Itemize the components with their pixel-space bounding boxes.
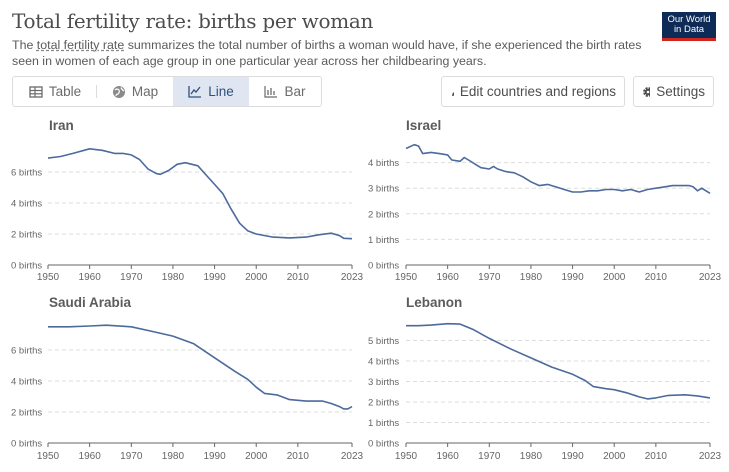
x-tick-label: 1970: [120, 451, 143, 462]
subtitle-prefix: The: [12, 38, 37, 52]
x-tick-label: 1990: [561, 272, 584, 283]
x-tick-label: 1950: [37, 451, 60, 462]
x-tick-label: 1960: [437, 272, 460, 283]
chart-panel-saudi-arabia: Saudi Arabia 0 births 2 births 4 births 6 bi…: [11, 295, 364, 462]
bar-chart-icon: [264, 86, 278, 98]
y-tick-label: 0 births: [11, 261, 42, 272]
y-tick-label: 0 births: [11, 439, 42, 450]
x-tick-label: 2010: [645, 451, 668, 462]
chart-panel-lebanon: Lebanon 0 births 1 births 2 births 3 births 4…: [368, 295, 722, 462]
x-tick-label: 1960: [437, 451, 460, 462]
tab-bar-label: Bar: [284, 84, 306, 99]
chart-title-label: Saudi Arabia: [49, 295, 132, 310]
y-tick-label: 1 births: [368, 235, 399, 246]
series-line: [405, 143, 711, 194]
y-tick-label: 2 births: [11, 408, 42, 419]
chart-panel-iran: Iran 0 births 2 births 4 births 6 births 1950…: [11, 118, 364, 283]
definition-link[interactable]: total fertility rate: [36, 38, 125, 52]
settings-button[interactable]: Settings: [633, 76, 714, 107]
x-tick-label: 2000: [603, 272, 626, 283]
y-tick-label: 6 births: [11, 168, 42, 179]
x-tick-label: 2023: [699, 451, 722, 462]
y-tick-label: 2 births: [368, 209, 399, 220]
edit-countries-button[interactable]: Edit countries and regions: [441, 76, 625, 107]
x-tick-label: 1950: [37, 272, 60, 283]
tab-bar[interactable]: Bar: [249, 77, 321, 106]
x-tick-label: 1980: [520, 272, 543, 283]
table-icon: [29, 85, 43, 98]
y-tick-label: 3 births: [368, 184, 399, 195]
chart-panel-israel: Israel 0 births 1 births 2 births 3 births 4 …: [368, 118, 722, 283]
y-tick-label: 4 births: [368, 357, 399, 368]
x-tick-label: 2023: [341, 272, 364, 283]
owid-logo[interactable]: Our World in Data: [662, 12, 716, 41]
chart-subtitle: The total fertility rate summarizes the …: [12, 37, 652, 69]
logo-line-2: in Data: [673, 24, 705, 35]
y-tick-label: 1 births: [368, 418, 399, 429]
line-chart-icon: [188, 86, 202, 98]
x-tick-label: 2010: [287, 451, 310, 462]
x-tick-label: 1980: [162, 272, 185, 283]
x-tick-label: 2000: [245, 272, 268, 283]
tab-map[interactable]: Map: [97, 77, 173, 106]
y-tick-label: 4 births: [11, 377, 42, 388]
y-tick-label: 2 births: [11, 230, 42, 241]
y-tick-label: 4 births: [368, 158, 399, 169]
chart-title-label: Israel: [406, 118, 441, 133]
chart-title-label: Iran: [49, 118, 74, 133]
x-tick-label: 1980: [162, 451, 185, 462]
globe-icon: [112, 85, 125, 98]
x-tick-label: 1990: [203, 451, 226, 462]
gear-icon: [643, 86, 651, 97]
x-tick-label: 1960: [79, 451, 102, 462]
settings-label: Settings: [656, 84, 705, 99]
x-tick-label: 1950: [395, 272, 418, 283]
series-line: [47, 148, 353, 240]
tab-table-label: Table: [48, 84, 82, 99]
x-tick-label: 2010: [287, 272, 310, 283]
x-tick-label: 2023: [341, 451, 364, 462]
x-tick-label: 1980: [520, 451, 543, 462]
y-tick-label: 2 births: [368, 398, 399, 409]
x-tick-label: 1990: [203, 272, 226, 283]
x-tick-label: 2010: [645, 272, 668, 283]
x-tick-label: 1970: [478, 272, 501, 283]
series-line: [406, 322, 711, 400]
y-tick-label: 3 births: [368, 377, 399, 388]
y-tick-label: 5 births: [368, 336, 399, 347]
subtitle-text: summarizes the total number of births a …: [12, 38, 642, 68]
series-line: [48, 324, 353, 410]
x-tick-label: 2023: [699, 272, 722, 283]
chart-title-label: Lebanon: [406, 295, 462, 310]
y-tick-label: 4 births: [11, 199, 42, 210]
x-tick-label: 1970: [478, 451, 501, 462]
view-tabs: Table Map Line Bar: [12, 76, 322, 107]
x-tick-label: 1960: [79, 272, 102, 283]
pencil-icon: [452, 92, 454, 96]
tab-map-label: Map: [131, 84, 159, 99]
x-tick-label: 1970: [120, 272, 143, 283]
tab-line-label: Line: [208, 84, 234, 99]
edit-countries-label: Edit countries and regions: [459, 84, 616, 99]
x-tick-label: 2000: [245, 451, 268, 462]
y-tick-label: 6 births: [11, 346, 42, 357]
y-tick-label: 0 births: [368, 261, 399, 272]
tab-table[interactable]: Table: [13, 77, 97, 106]
x-tick-label: 1950: [395, 451, 418, 462]
tab-line[interactable]: Line: [173, 77, 249, 106]
x-tick-label: 1990: [561, 451, 584, 462]
y-tick-label: 0 births: [368, 439, 399, 450]
chart-title: Total fertility rate: births per woman: [12, 9, 374, 33]
x-tick-label: 2000: [603, 451, 626, 462]
logo-line-1: Our World: [667, 14, 711, 25]
